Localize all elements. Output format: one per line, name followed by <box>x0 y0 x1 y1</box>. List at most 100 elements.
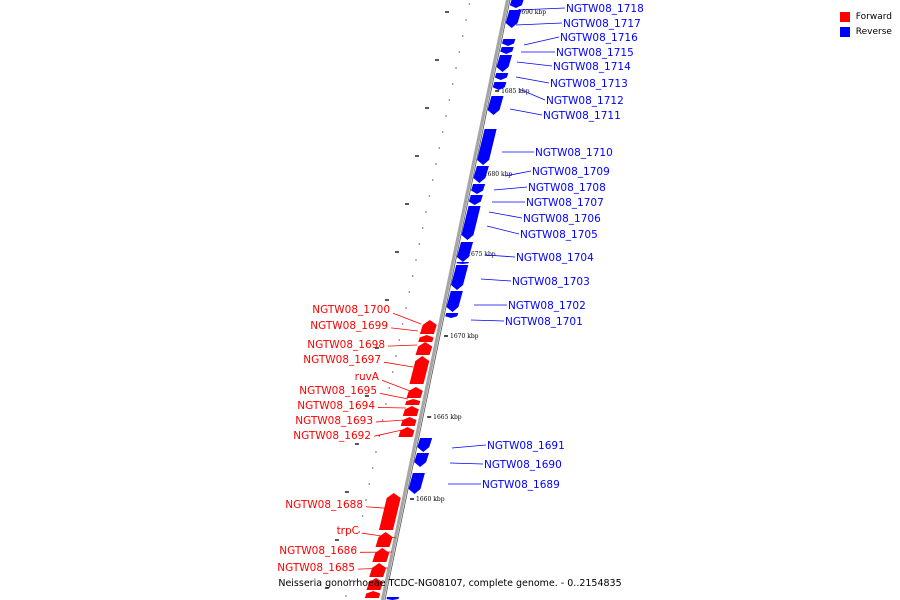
tick-label: 1685 kbp <box>501 88 530 95</box>
leader-line <box>377 407 407 409</box>
reverse-gene-block <box>492 82 507 90</box>
forward-gene-block <box>375 532 393 547</box>
backbone-line <box>380 0 510 600</box>
forward-gene-block <box>406 387 423 398</box>
reverse-gene-block <box>471 184 486 194</box>
genome-backbone <box>380 0 511 600</box>
forward-gene-block <box>419 320 437 334</box>
reverse-gene-label: NGTW08_1705 <box>520 229 598 241</box>
forward-gene-block <box>418 335 434 342</box>
minor-tick-marks <box>324 3 471 597</box>
leader-line <box>517 7 566 11</box>
forward-gene-block <box>372 548 390 562</box>
reverse-gene-label: NGTW08_1689 <box>482 479 560 491</box>
forward-gene-label: trpC <box>337 525 359 537</box>
forward-gene-block <box>398 427 415 437</box>
legend-label-reverse: Reverse <box>855 26 892 37</box>
reverse-gene-block <box>468 195 483 205</box>
reverse-gene-block <box>446 291 463 312</box>
forward-gene-block <box>409 356 430 384</box>
reverse-gene-label: NGTW08_1710 <box>535 147 613 159</box>
leader-line <box>518 88 546 101</box>
forward-gene-label: NGTW08_1699 <box>310 320 388 332</box>
leader-line <box>390 327 419 332</box>
leader-line <box>392 312 422 325</box>
reverse-gene-block <box>496 55 513 72</box>
tick-label: 1670 kbp <box>450 333 479 340</box>
reverse-gene-label: NGTW08_1709 <box>532 166 610 178</box>
gene-blocks <box>364 0 524 600</box>
forward-swatch <box>839 11 850 22</box>
forward-gene-block <box>405 399 421 405</box>
reverse-gene-label: NGTW08_1691 <box>487 440 565 452</box>
leader-line <box>387 344 418 347</box>
reverse-swatch <box>839 26 850 37</box>
leader-line <box>381 379 411 392</box>
forward-gene-label: NGTW08_1695 <box>299 385 377 397</box>
leader-line <box>485 254 516 258</box>
reverse-gene-block <box>451 265 469 290</box>
reverse-gene-block <box>477 129 497 165</box>
reverse-gene-block <box>408 473 425 494</box>
leader-line <box>523 36 560 46</box>
leader-line <box>504 170 532 177</box>
reverse-gene-block <box>494 73 509 80</box>
legend-item-reverse: Reverse <box>839 24 892 39</box>
reverse-gene-block <box>456 242 474 262</box>
legend-label-forward: Forward <box>855 11 892 22</box>
leader-line <box>383 361 414 368</box>
reverse-gene-label: NGTW08_1715 <box>556 47 634 59</box>
genome-caption: Neisseria gonorrhoeae TCDC-NG08107, comp… <box>278 578 622 589</box>
leader-line <box>365 506 397 510</box>
backbone-edge <box>384 0 511 600</box>
reverse-gene-label: NGTW08_1702 <box>508 300 586 312</box>
forward-gene-label: NGTW08_1698 <box>307 339 385 351</box>
forward-gene-label: ruvA <box>355 371 380 383</box>
forward-gene-label: NGTW08_1692 <box>293 430 371 442</box>
leader-line <box>509 108 543 116</box>
forward-gene-label: NGTW08_1688 <box>285 499 363 511</box>
reverse-gene-block <box>417 438 433 452</box>
forward-gene-label: NGTW08_1693 <box>295 415 373 427</box>
legend-item-forward: Forward <box>839 9 892 24</box>
forward-gene-block <box>402 406 419 416</box>
tick-label: 1680 kbp <box>484 171 513 178</box>
leader-line <box>515 76 550 84</box>
forward-gene-label: NGTW08_1686 <box>279 545 357 557</box>
forward-gene-block <box>364 591 381 598</box>
reverse-gene-label: NGTW08_1714 <box>553 61 631 73</box>
tick-label: 1665 kbp <box>433 414 462 421</box>
reverse-gene-label: NGTW08_1712 <box>546 95 624 107</box>
forward-gene-block <box>369 563 387 577</box>
leader-line <box>470 319 505 322</box>
reverse-gene-label: NGTW08_1708 <box>528 182 606 194</box>
reverse-gene-block <box>445 313 459 318</box>
leader-line <box>493 186 528 191</box>
reverse-gene-label: NGTW08_1706 <box>523 213 601 225</box>
reverse-gene-block <box>505 10 522 28</box>
forward-gene-label: NGTW08_1694 <box>297 400 375 412</box>
leader-line <box>486 225 520 235</box>
reverse-gene-block <box>386 597 400 600</box>
leader-line <box>516 61 553 67</box>
reverse-gene-block <box>461 206 481 240</box>
forward-gene-label: NGTW08_1685 <box>277 562 355 574</box>
reverse-gene-label: NGTW08_1718 <box>566 3 644 15</box>
reverse-gene-label: NGTW08_1717 <box>563 18 641 30</box>
leader-line <box>515 22 563 26</box>
leader-line <box>375 419 405 423</box>
leader-line <box>373 429 403 437</box>
reverse-gene-label: NGTW08_1713 <box>550 78 628 90</box>
gene-labels: NGTW08_1718 NGTW08_1717 NGTW08_1716 NGTW08_… <box>277 3 644 574</box>
reverse-gene-block <box>501 39 516 46</box>
tick-label: 1690 kbp <box>518 9 547 16</box>
reverse-gene-block <box>456 262 469 264</box>
leader-line <box>488 211 523 219</box>
reverse-gene-block <box>509 0 524 8</box>
reverse-gene-label: NGTW08_1704 <box>516 252 594 264</box>
reverse-gene-block <box>473 166 489 183</box>
reverse-gene-label: NGTW08_1716 <box>560 32 638 44</box>
leader-line <box>449 462 484 465</box>
leader-line <box>357 567 389 570</box>
